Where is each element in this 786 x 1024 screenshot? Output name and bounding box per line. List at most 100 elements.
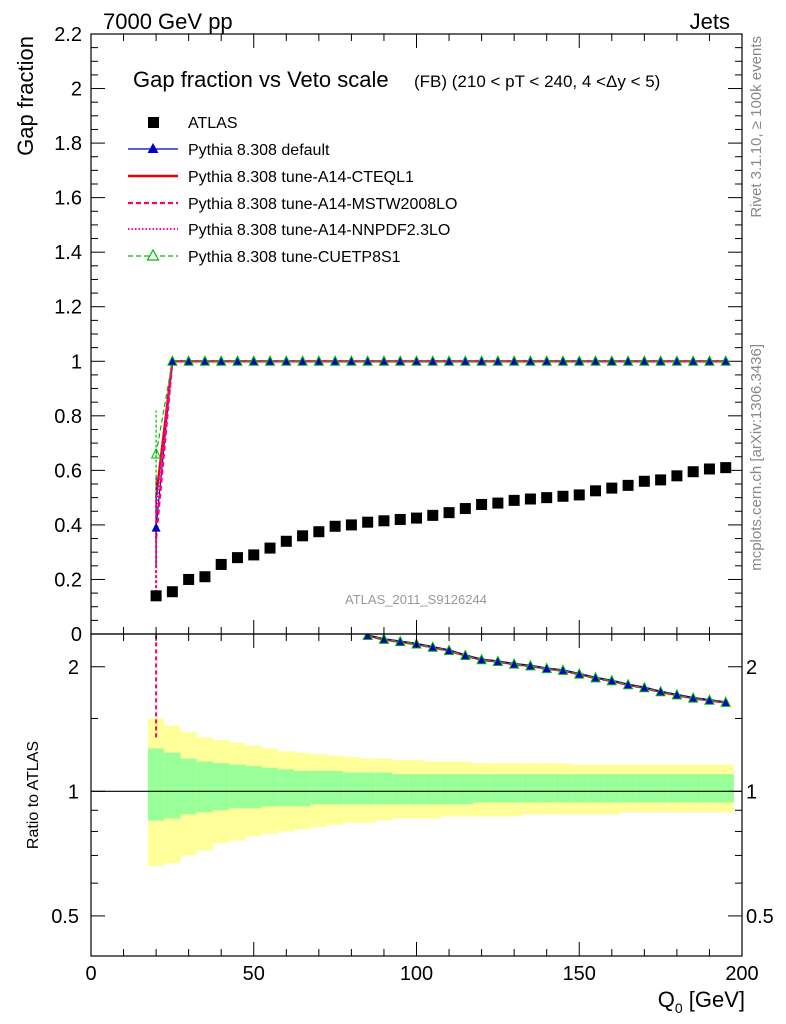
- ratio-stat-band-bin: [685, 774, 702, 803]
- ratio-marker-default: [428, 642, 438, 652]
- main-y-tick-label: 2.2: [54, 24, 82, 46]
- atlas-point: [606, 482, 618, 494]
- atlas-point: [248, 549, 260, 561]
- ratio-marker-cuetp8s1: [720, 696, 732, 707]
- marker-default: [395, 356, 405, 366]
- ratio-marker-cuetp8s1: [394, 635, 406, 647]
- marker-cuetp8s1: [508, 355, 520, 366]
- ratio-stat-band-bin: [147, 748, 165, 821]
- marker-default: [688, 356, 698, 366]
- ratio-marker-default: [509, 659, 519, 669]
- marker-cuetp8s1: [264, 355, 276, 366]
- atlas-point: [150, 590, 162, 602]
- ratio-marker-cuetp8s1: [671, 688, 683, 700]
- main-y-tick-label: 1.8: [54, 133, 82, 155]
- marker-default: [330, 356, 340, 366]
- atlas-point: [720, 462, 732, 474]
- marker-default: [200, 356, 210, 366]
- ratio-marker-default: [525, 660, 535, 670]
- marker-cuetp8s1: [671, 355, 683, 366]
- marker-cuetp8s1: [655, 355, 666, 366]
- ratio-stat-band-bin: [229, 764, 246, 809]
- ratio-stat-band-bin: [522, 774, 539, 803]
- ratio-marker-cuetp8s1: [362, 634, 373, 641]
- atlas-point: [590, 485, 602, 497]
- y-axis-title-main: Gap fraction: [13, 36, 38, 156]
- ratio-stat-band-bin: [213, 763, 230, 811]
- marker-cuetp8s1: [573, 355, 585, 366]
- ratio-marker-default: [493, 656, 503, 666]
- ratio-marker-default: [672, 689, 682, 699]
- series-line-default: [155, 360, 726, 528]
- ratio-marker-default: [591, 672, 601, 682]
- legend-entry-cteql1: Pythia 8.308 tune-A14-CTEQL1: [188, 169, 414, 186]
- ratio-stat-band-bin: [457, 774, 474, 805]
- atlas-point: [313, 526, 325, 538]
- main-y-tick-label: 0.2: [54, 569, 82, 591]
- marker-cuetp8s1: [199, 355, 211, 366]
- legend: ATLAS Pythia 8.308 default Pythia 8.308 …: [128, 115, 457, 266]
- marker-cuetp8s1: [704, 355, 715, 366]
- ratio-stat-band-bin: [261, 767, 279, 807]
- marker-default: [363, 356, 373, 366]
- mcplots-label: mcplots.cern.ch [arXiv:1306.3436]: [748, 344, 765, 571]
- atlas-point: [166, 586, 178, 598]
- atlas-point: [622, 479, 634, 491]
- atlas-point: [394, 513, 406, 525]
- marker-cuetp8s1: [280, 355, 292, 366]
- ratio-stat-band-bin: [375, 772, 393, 805]
- ratio-marker-default: [704, 695, 714, 705]
- marker-default: [444, 356, 454, 366]
- ratio-stat-band-bin: [310, 770, 327, 805]
- atlas-point: [638, 475, 650, 487]
- atlas-point: [508, 494, 520, 506]
- marker-cuetp8s1: [557, 355, 569, 366]
- marker-default: [167, 356, 177, 366]
- atlas-point: [280, 535, 292, 547]
- marker-cuetp8s1: [460, 355, 471, 366]
- marker-default: [542, 356, 552, 366]
- marker-default: [281, 356, 291, 366]
- main-y-tick-label: 1: [71, 351, 82, 373]
- marker-cuetp8s1: [248, 355, 260, 366]
- marker-default: [298, 356, 308, 366]
- marker-default: [265, 356, 275, 366]
- ratio-marker-cuetp8s1: [606, 674, 618, 686]
- ratio-x-tick-label: 50: [243, 963, 265, 985]
- ratio-stat-band-bin: [717, 774, 734, 803]
- x-axis-title-unit: [GeV]: [683, 987, 745, 1012]
- atlas-point: [443, 507, 455, 519]
- ratio-y-tick-label-right: 2: [746, 657, 757, 679]
- marker-cuetp8s1: [590, 355, 601, 366]
- atlas-point: [199, 571, 211, 583]
- main-labels: 0 0.2 0.4 0.6 0.8 1 1.2 1.4 1.6 1.8 2 2.2: [54, 24, 82, 646]
- marker-cuetp8s1: [215, 355, 227, 366]
- y-axis-title-ratio: Ratio to ATLAS: [25, 741, 42, 849]
- ratio-stat-band-bin: [440, 774, 458, 805]
- atlas-point: [541, 492, 553, 504]
- ratio-stat-band-bin: [636, 774, 653, 803]
- ratio-x-tick-label: 150: [563, 963, 596, 985]
- atlas-point: [411, 512, 422, 524]
- marker-default: [607, 356, 617, 366]
- marker-default: [672, 356, 682, 366]
- atlas-point: [345, 519, 357, 531]
- ratio-stat-band-bin: [343, 772, 360, 805]
- ratio-marker-cuetp8s1: [622, 678, 634, 690]
- atlas-point: [297, 530, 309, 542]
- ratio-marker-default: [688, 693, 698, 703]
- ratio-marker-default: [558, 665, 568, 675]
- marker-cuetp8s1: [150, 447, 162, 459]
- atlas-point: [703, 463, 715, 475]
- ratio-marker-default: [542, 663, 552, 673]
- marker-cuetp8s1: [346, 355, 357, 366]
- ratio-marker-default: [607, 675, 617, 685]
- marker-default: [151, 522, 161, 532]
- ratio-marker-default: [721, 697, 731, 707]
- ratio-y-tick-label-right: 0.5: [746, 906, 774, 928]
- legend-marker-atlas: [148, 117, 159, 128]
- ratio-y-tick-label: 1: [68, 781, 79, 803]
- marker-cuetp8s1: [411, 355, 422, 366]
- marker-cuetp8s1: [687, 355, 699, 366]
- marker-cuetp8s1: [622, 355, 634, 366]
